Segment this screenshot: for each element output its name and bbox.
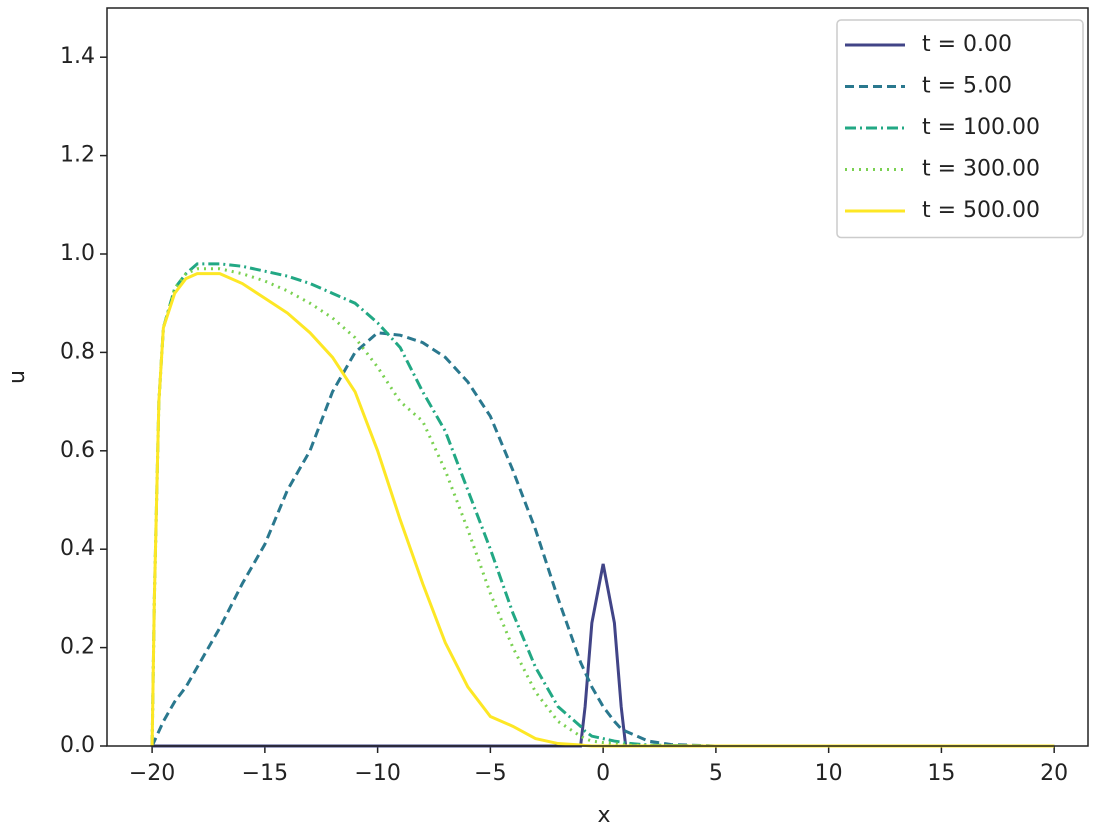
y-tick-label: 0.6 <box>60 438 95 463</box>
data-line <box>152 563 1055 748</box>
x-tick-label: −5 <box>474 761 506 786</box>
data-line <box>150 272 1055 748</box>
data-line <box>150 331 1055 748</box>
legend-label: t = 0.00 <box>922 32 1012 57</box>
x-tick-label: −15 <box>242 761 288 786</box>
y-tick-label: 0.8 <box>60 339 95 364</box>
x-tick-label: 20 <box>1040 761 1068 786</box>
y-axis-label: u <box>5 370 30 384</box>
legend-box <box>836 19 1084 239</box>
y-tick-label: 1.0 <box>60 241 95 266</box>
data-line <box>150 262 1055 748</box>
y-tick-label: 0.2 <box>60 635 95 660</box>
x-tick-label: 5 <box>709 761 723 786</box>
y-tick-label: 1.4 <box>60 44 95 69</box>
legend-label: t = 5.00 <box>922 74 1012 99</box>
x-tick-label: 10 <box>815 761 843 786</box>
y-tick-label: 0.0 <box>60 733 95 758</box>
x-tick-label: −20 <box>129 761 175 786</box>
data-line <box>150 267 1055 748</box>
y-tick-label: 0.4 <box>60 536 95 561</box>
y-tick-label: 1.2 <box>60 143 95 168</box>
plot-frame <box>106 7 1089 747</box>
legend-label: t = 100.00 <box>922 115 1040 140</box>
x-axis-label: x <box>597 803 610 828</box>
x-tick-label: 15 <box>927 761 955 786</box>
legend-label: t = 300.00 <box>922 157 1040 182</box>
x-tick-label: −10 <box>354 761 400 786</box>
legend-label: t = 500.00 <box>922 198 1040 223</box>
x-tick-label: 0 <box>596 761 610 786</box>
